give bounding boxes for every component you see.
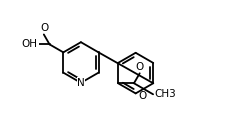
- Text: O: O: [138, 91, 146, 101]
- Text: O: O: [41, 23, 49, 33]
- Text: N: N: [77, 78, 85, 88]
- Text: OH: OH: [21, 39, 37, 49]
- Text: O: O: [135, 62, 144, 72]
- Text: CH3: CH3: [155, 89, 177, 99]
